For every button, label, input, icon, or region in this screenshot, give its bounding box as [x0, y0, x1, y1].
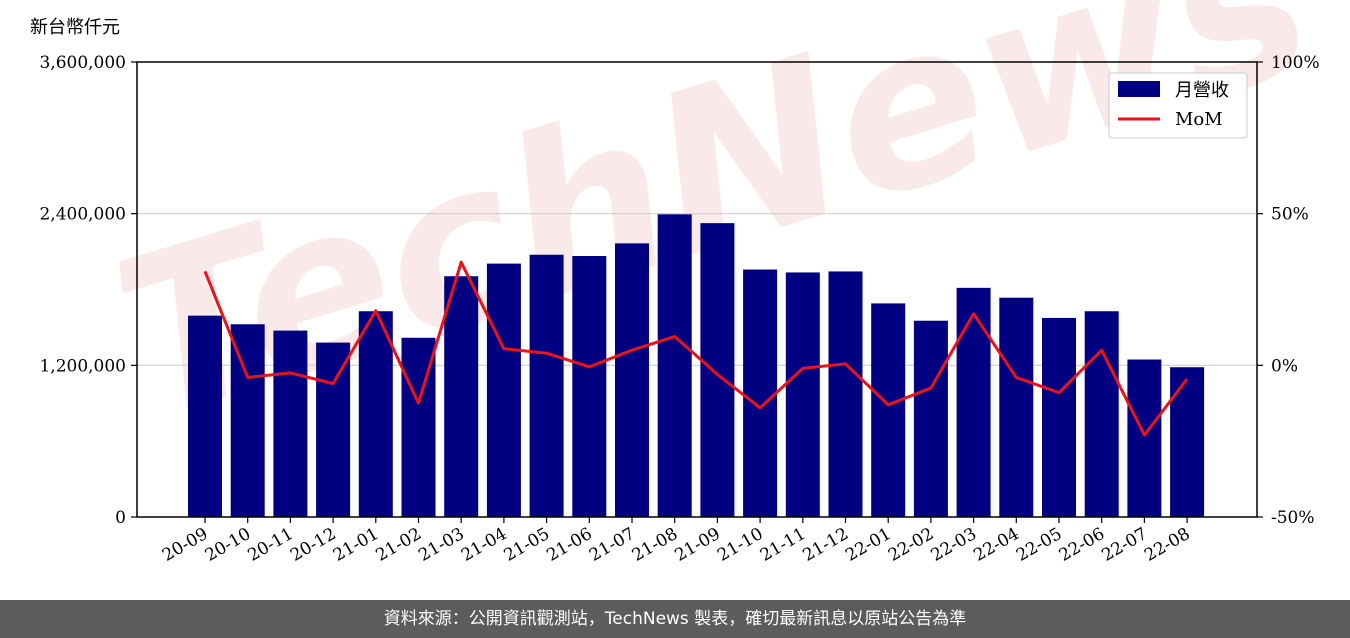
- x-tick-label: 22-08: [1141, 524, 1193, 566]
- bar-20-11: [273, 330, 308, 517]
- bar-20-12: [316, 342, 351, 517]
- bar-series: [188, 214, 1205, 518]
- legend-label-mom: MoM: [1175, 109, 1223, 130]
- x-tick-label: 20-09: [159, 524, 211, 566]
- bar-22-08: [1170, 367, 1205, 517]
- x-tick-label: 21-04: [458, 524, 510, 566]
- x-tick-label: 22-05: [1013, 524, 1065, 566]
- bar-22-03: [956, 287, 991, 517]
- x-tick-label: 22-04: [970, 524, 1022, 566]
- legend-swatch-bar: [1118, 81, 1160, 97]
- bar-21-05: [529, 254, 564, 518]
- x-tick-label: 22-01: [842, 524, 894, 566]
- legend-label-revenue: 月營收: [1175, 80, 1229, 101]
- bar-21-06: [572, 256, 607, 517]
- x-tick-label: 21-07: [586, 524, 638, 566]
- y-left-tick-label: 1,200,000: [39, 356, 126, 376]
- y-left-unit-label: 新台幣仟元: [30, 17, 120, 38]
- bar-21-11: [785, 272, 820, 517]
- bar-20-09: [188, 315, 222, 517]
- bar-21-01: [358, 311, 393, 517]
- x-tick-label: 21-03: [415, 524, 467, 566]
- x-tick-label: 22-06: [1056, 524, 1108, 566]
- bar-22-07: [1127, 359, 1162, 517]
- x-tick-label: 21-01: [330, 524, 382, 566]
- bar-22-05: [1042, 317, 1076, 517]
- bar-22-06: [1084, 311, 1119, 517]
- x-tick-label: 21-10: [714, 524, 766, 566]
- bar-21-07: [615, 243, 649, 518]
- line-series: [203, 260, 1189, 437]
- mom-line: [203, 260, 1189, 437]
- bar-21-04: [486, 263, 521, 517]
- x-tick-label: 21-11: [757, 524, 809, 566]
- x-tick-label: 21-05: [501, 524, 553, 566]
- x-tick-label: 22-02: [885, 524, 937, 566]
- x-tick-label: 22-03: [928, 524, 980, 566]
- x-tick-label: 20-12: [287, 524, 339, 566]
- bar-21-10: [743, 269, 778, 517]
- bar-20-10: [230, 324, 265, 517]
- x-tick-label: 21-12: [800, 524, 852, 566]
- x-tick-label: 21-08: [629, 524, 681, 566]
- bar-21-09: [700, 223, 735, 518]
- x-tick-label: 20-10: [202, 524, 254, 566]
- x-tick-label: 22-07: [1098, 524, 1150, 566]
- bar-21-12: [828, 271, 863, 517]
- x-tick-label: 21-09: [671, 524, 723, 566]
- bar-21-03: [444, 276, 479, 517]
- bar-22-01: [871, 303, 906, 517]
- y-right-tick-label: 50%: [1271, 205, 1309, 225]
- y-right-tick-label: -50%: [1271, 508, 1315, 528]
- legend: 月營收 MoM: [1108, 72, 1248, 139]
- y-left-tick-label: 0: [115, 508, 126, 528]
- y-left-tick-label: 3,600,000: [39, 53, 126, 73]
- x-tick-label: 20-11: [244, 524, 296, 566]
- y-left-tick-label: 2,400,000: [39, 205, 126, 225]
- x-tick-label: 21-02: [373, 524, 425, 566]
- plot-frame: [136, 61, 1258, 518]
- x-tick-label: 21-06: [543, 524, 595, 566]
- y-right-tick-label: 0%: [1271, 356, 1298, 376]
- bar-21-08: [657, 214, 692, 517]
- source-footer: 資料來源：公開資訊觀測站，TechNews 製表，確切最新訊息以原站公告為準: [0, 600, 1350, 638]
- bar-22-04: [999, 297, 1034, 517]
- y-right-tick-label: 100%: [1271, 53, 1320, 73]
- bar-22-02: [913, 320, 948, 517]
- revenue-chart: TechNews 01,200,0002,400,0003,600,000-50…: [30, 0, 1337, 566]
